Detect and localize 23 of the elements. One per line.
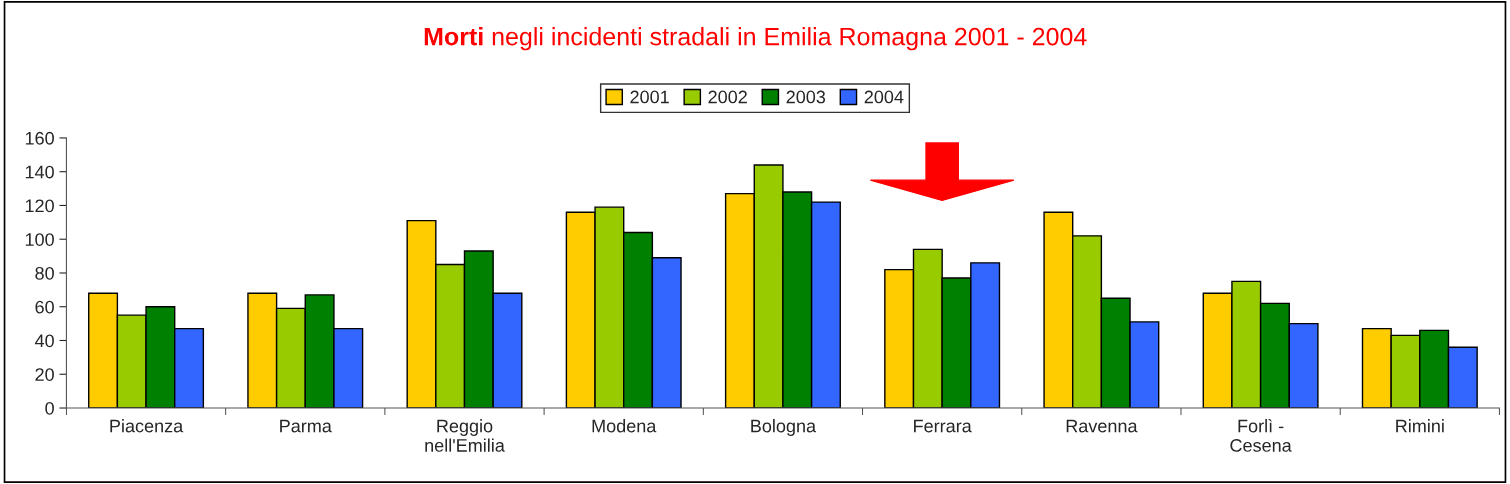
y-tick-label: 40 — [34, 334, 54, 348]
legend-label: 2003 — [786, 90, 826, 104]
x-tick-label: Modena — [592, 419, 657, 433]
x-tick-label: Piacenza — [110, 419, 184, 433]
x-tick-label: Ravenna — [1066, 419, 1138, 433]
y-tick-label: 140 — [25, 165, 54, 179]
y-tick-label: 160 — [25, 131, 54, 145]
legend-label: 2004 — [864, 90, 904, 104]
chart-title: Morti negli incidenti stradali in Emilia Romagna 2001 - 2004 — [424, 27, 1087, 51]
x-tick-label: Forlì - Cesena — [1230, 418, 1292, 452]
legend-label: 2001 — [630, 90, 669, 104]
x-tick-label: Ferrara — [914, 419, 972, 433]
x-tick-label: Reggio nell'Emilia — [425, 419, 505, 452]
y-tick-label: 120 — [25, 199, 54, 213]
y-tick-label: 0 — [45, 401, 54, 415]
legend-label: 2002 — [708, 90, 747, 104]
y-tick-label: 100 — [25, 233, 54, 246]
x-tick-label: Bologna — [751, 419, 817, 436]
x-tick-label: Parma — [280, 419, 332, 433]
y-tick-label: 80 — [35, 266, 54, 280]
y-tick-label: 60 — [35, 300, 54, 314]
x-tick-label: Rimini — [1396, 419, 1444, 433]
y-tick-label: 20 — [35, 368, 54, 381]
